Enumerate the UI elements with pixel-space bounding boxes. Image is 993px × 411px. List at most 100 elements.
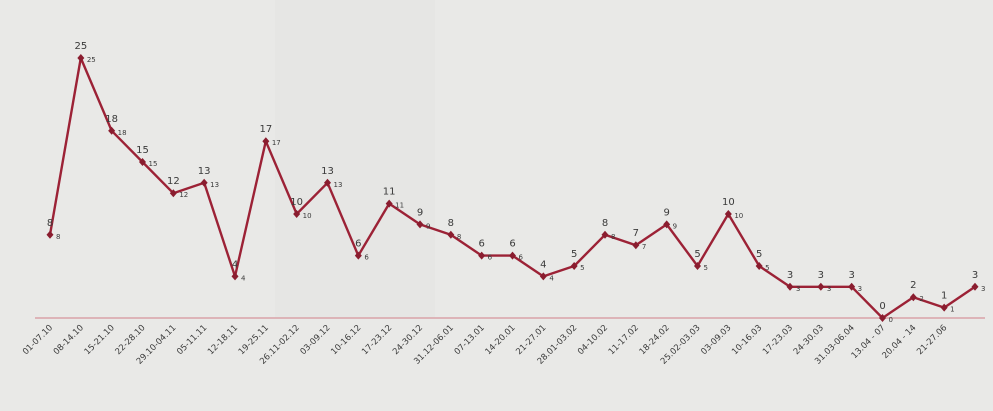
data-point [940,303,948,312]
data-label: 9 [663,207,669,218]
data-point [539,272,547,281]
data-label: 0 [879,301,885,312]
data-label: 17 [259,124,272,135]
data-label: 10 [290,197,303,208]
data-label: 5 [756,249,762,260]
data-label: 3 [848,270,854,281]
data-label-side: 5 [704,264,708,272]
data-label: 13 [198,166,211,177]
data-label-side: 9 [426,222,430,230]
data-point [786,282,794,291]
data-label: 6 [478,239,484,250]
highlight-band [275,0,435,318]
data-label: 8 [602,218,608,229]
data-label-side: 2 [919,295,923,303]
data-point [324,178,331,187]
data-label-side: 6 [364,254,369,262]
data-label: 15 [136,145,149,156]
data-point [632,241,640,250]
data-label: 4 [232,259,238,270]
data-label: 3 [972,270,978,281]
data-point [108,126,116,135]
data-point [755,262,763,270]
data-point [231,272,239,281]
data-point [200,178,208,187]
data-point [971,282,979,291]
data-point [817,282,825,291]
data-label-side: 18 [118,129,127,137]
data-point [416,220,424,229]
data-point [848,282,856,291]
data-label-side: 5 [765,264,769,272]
data-label: 6 [355,239,361,250]
data-label-side: 13 [210,181,219,189]
data-label: 4 [540,259,546,270]
data-point [694,262,701,270]
data-point [293,210,301,218]
data-label: 9 [417,207,423,218]
data-label-side: 8 [56,233,60,241]
data-label-side: 25 [87,56,96,64]
data-label: 12 [167,176,180,187]
data-label-side: 3 [796,285,800,293]
data-label: 3 [818,270,824,281]
data-label-side: 8 [457,233,461,241]
data-point [909,293,917,302]
data-label: 6 [509,239,515,250]
data-label-side: 4 [549,274,554,282]
data-point [77,54,85,62]
data-label: 10 [722,197,735,208]
data-label-side: 9 [673,222,677,230]
data-label: 3 [787,270,793,281]
data-label: 2 [910,280,916,291]
data-point [169,189,177,198]
data-label: 7 [633,228,639,239]
data-point [663,220,671,229]
data-point [570,262,578,270]
data-label: 25 [74,41,87,52]
data-point [262,137,270,146]
data-label-side: 12 [179,191,188,199]
data-points-group [46,54,979,322]
data-label-side: 4 [241,274,246,282]
data-label: 5 [694,249,700,260]
data-label-side: 11 [395,202,404,210]
data-label-side: 1 [950,306,954,314]
data-label: 18 [105,114,118,125]
data-label-side: 17 [272,139,281,147]
data-label-side: 5 [580,264,584,272]
data-label: 8 [448,218,454,229]
data-point [509,251,516,260]
data-label-side: 10 [303,212,312,220]
data-label: 8 [47,218,53,229]
data-label-side: 3 [981,285,985,293]
data-label: 5 [571,249,577,260]
data-label-side: 13 [334,181,343,189]
data-point [385,199,393,208]
data-label-side: 8 [611,233,615,241]
data-label: 13 [321,166,334,177]
data-label-side: 6 [519,254,524,262]
data-point [354,251,362,260]
data-point [447,230,455,239]
data-point [601,230,609,239]
data-label-side: 6 [488,254,493,262]
data-label-side: 15 [149,160,158,168]
data-point [139,158,146,166]
data-label-side: 10 [734,212,743,220]
data-point [46,230,54,239]
data-label-side: 0 [889,316,893,324]
data-label: 1 [941,291,947,302]
data-point [478,251,486,260]
data-label: 11 [383,187,396,198]
data-label-side: 3 [827,285,831,293]
data-point [879,314,886,322]
data-point [724,210,732,218]
data-label-side: 7 [642,243,646,251]
data-label-side: 3 [858,285,862,293]
